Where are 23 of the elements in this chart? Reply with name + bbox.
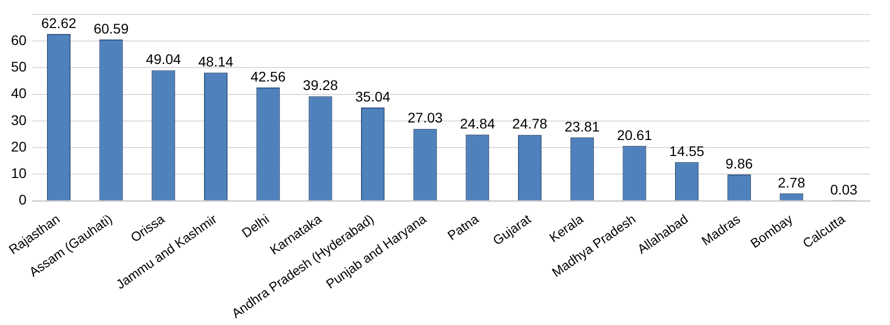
y-tick-label: 20: [10, 138, 27, 154]
y-tick-label: 40: [10, 85, 27, 102]
data-label: 27.03: [408, 110, 443, 126]
y-tick-label: 30: [10, 112, 27, 128]
y-tick-label: 0: [18, 192, 27, 208]
data-label: 24.78: [512, 116, 548, 132]
data-label: 39.28: [302, 77, 338, 94]
data-label: 49.04: [146, 51, 182, 68]
data-label: 0.03: [830, 182, 858, 198]
data-label: 20.61: [616, 126, 652, 143]
data-label: 62.62: [41, 14, 76, 31]
data-label: 35.04: [355, 88, 390, 104]
data-label: 60.59: [94, 20, 129, 36]
data-label: 23.81: [564, 118, 600, 134]
data-label: 2.78: [778, 174, 806, 190]
data-label: 9.86: [726, 155, 753, 172]
data-label: 48.14: [198, 53, 234, 70]
data-label: 42.56: [250, 68, 286, 84]
y-tick-label: 60: [10, 32, 27, 48]
data-label: 14.55: [669, 142, 705, 159]
y-tick-label: 50: [10, 58, 27, 75]
data-label: 24.84: [460, 116, 496, 132]
y-tick-label: 10: [10, 165, 27, 182]
